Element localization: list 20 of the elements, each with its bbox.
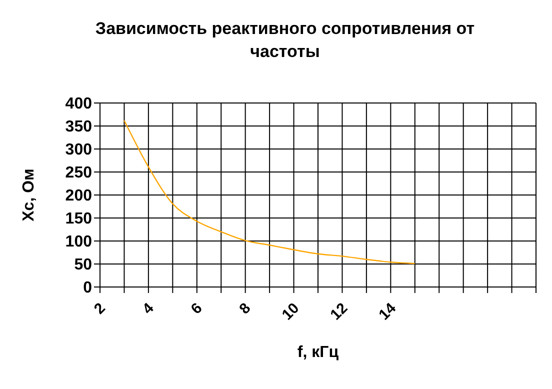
y-tick-label: 200 <box>65 188 92 205</box>
y-tick-label: 100 <box>65 234 92 251</box>
x-tick-label: 2 <box>90 300 109 318</box>
chart-title: Зависимость реактивного сопротивления от частоты <box>94 18 476 63</box>
x-tick-label: 6 <box>188 300 206 318</box>
y-tick-label: 150 <box>65 210 92 228</box>
y-tick-label: 350 <box>65 118 92 136</box>
x-tick-label: 8 <box>236 300 254 318</box>
x-tick-label: 10 <box>278 300 303 324</box>
x-tick-label: 12 <box>327 300 352 324</box>
y-tick-label: 400 <box>65 96 92 113</box>
y-axis-title: Xc, Ом <box>20 168 38 222</box>
line-series <box>124 120 416 264</box>
y-tick-label: 300 <box>65 142 92 159</box>
y-tick-label: 0 <box>83 280 92 297</box>
x-tick-label: 4 <box>139 299 158 318</box>
x-axis-title: f, кГц <box>297 344 339 361</box>
y-tick-label: 250 <box>65 164 92 182</box>
y-tick-label: 50 <box>74 256 92 274</box>
x-tick-label: 14 <box>376 299 400 324</box>
